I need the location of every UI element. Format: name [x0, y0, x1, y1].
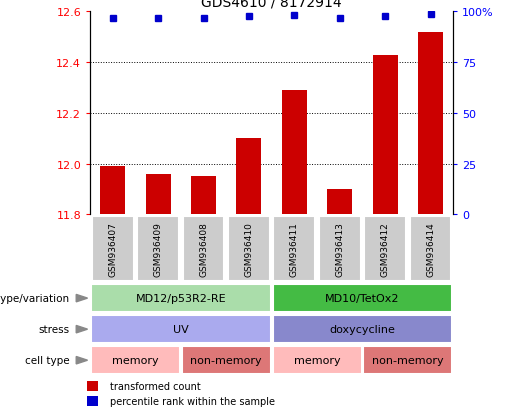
Title: GDS4610 / 8172914: GDS4610 / 8172914 — [201, 0, 342, 10]
Text: MD10/TetOx2: MD10/TetOx2 — [325, 293, 400, 304]
Bar — [91, 284, 271, 313]
Bar — [88, 396, 98, 406]
Text: GSM936414: GSM936414 — [426, 221, 435, 276]
Bar — [327, 190, 352, 215]
Text: GSM936412: GSM936412 — [381, 221, 390, 276]
Bar — [182, 346, 271, 375]
Bar — [236, 139, 262, 215]
Text: percentile rank within the sample: percentile rank within the sample — [110, 396, 274, 406]
Text: non-memory: non-memory — [372, 355, 443, 366]
Bar — [183, 216, 225, 282]
Bar — [138, 216, 179, 282]
Text: non-memory: non-memory — [191, 355, 262, 366]
Bar — [91, 315, 271, 344]
Bar — [272, 315, 452, 344]
Bar — [92, 216, 134, 282]
Bar — [88, 381, 98, 391]
Text: memory: memory — [112, 355, 159, 366]
Bar — [364, 346, 452, 375]
Text: cell type: cell type — [25, 355, 70, 366]
Text: doxycycline: doxycycline — [330, 324, 396, 335]
Text: genotype/variation: genotype/variation — [0, 293, 70, 304]
Bar — [282, 91, 307, 215]
Text: UV: UV — [173, 324, 189, 335]
Text: GSM936408: GSM936408 — [199, 221, 208, 276]
Text: stress: stress — [39, 324, 70, 335]
Bar — [373, 55, 398, 215]
Text: transformed count: transformed count — [110, 381, 200, 391]
Bar — [100, 167, 125, 215]
Bar — [364, 216, 406, 282]
Text: GSM936413: GSM936413 — [335, 221, 344, 276]
Text: GSM936410: GSM936410 — [245, 221, 253, 276]
Bar — [272, 284, 452, 313]
Text: MD12/p53R2-RE: MD12/p53R2-RE — [135, 293, 226, 304]
Bar — [418, 33, 443, 215]
Bar — [91, 346, 180, 375]
Bar — [409, 216, 451, 282]
Bar — [272, 346, 362, 375]
Text: GSM936409: GSM936409 — [153, 221, 163, 276]
Bar — [146, 174, 170, 215]
Bar — [228, 216, 270, 282]
Text: memory: memory — [294, 355, 340, 366]
Bar — [191, 177, 216, 215]
Bar — [273, 216, 315, 282]
Text: GSM936407: GSM936407 — [108, 221, 117, 276]
Bar — [319, 216, 360, 282]
Text: GSM936411: GSM936411 — [290, 221, 299, 276]
